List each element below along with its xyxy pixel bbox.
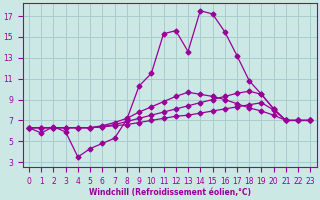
X-axis label: Windchill (Refroidissement éolien,°C): Windchill (Refroidissement éolien,°C) <box>89 188 251 197</box>
